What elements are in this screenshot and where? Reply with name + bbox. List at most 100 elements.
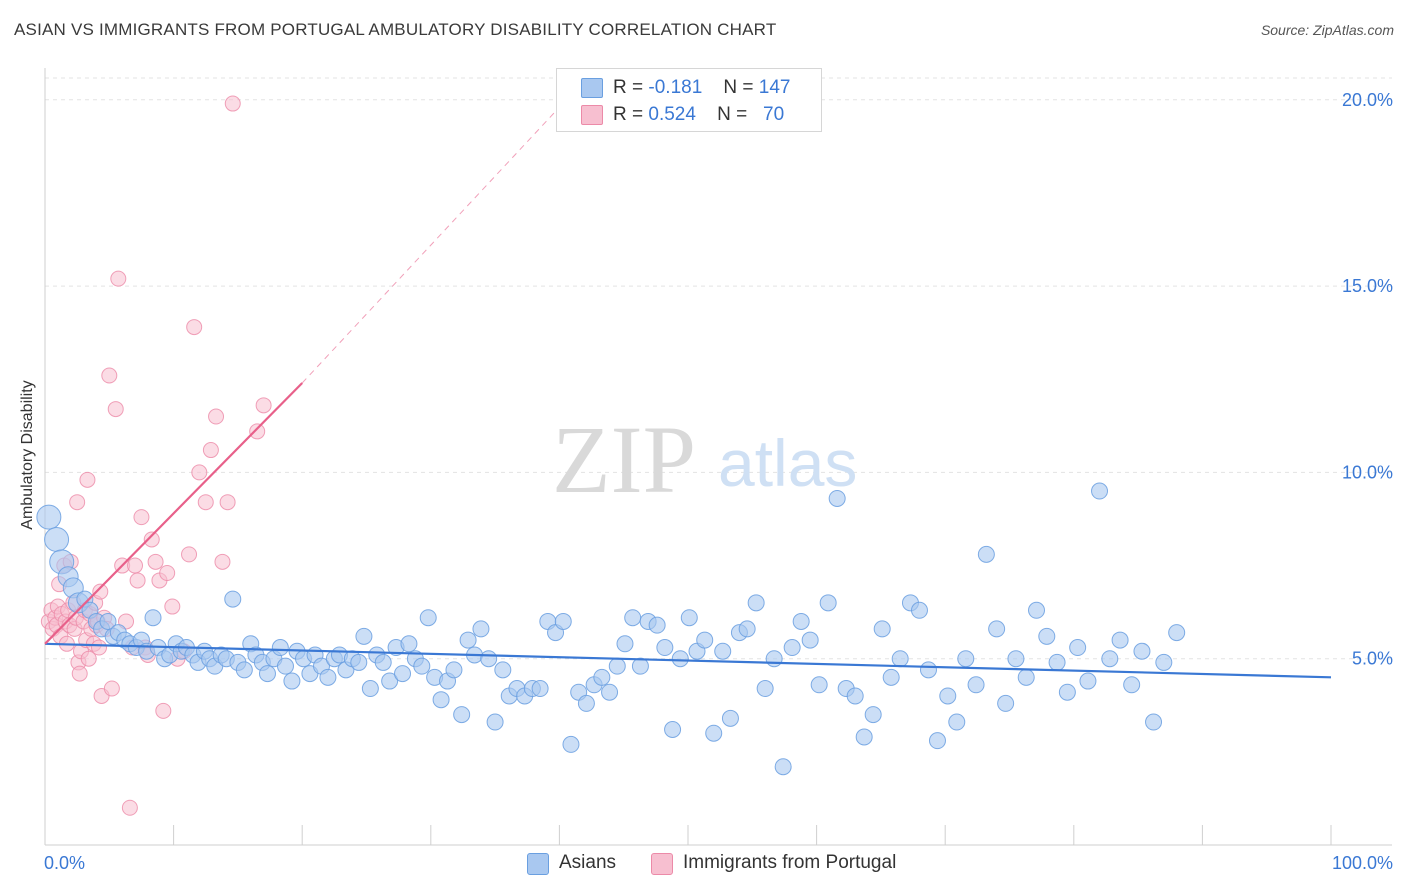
trend-lines bbox=[44, 106, 1332, 679]
portugal-point bbox=[197, 494, 214, 511]
asian-point bbox=[1058, 683, 1076, 701]
asian-point bbox=[801, 631, 819, 649]
portugal-point bbox=[164, 598, 181, 615]
asian-point bbox=[319, 668, 337, 686]
bottom-asian-label: Asians bbox=[559, 852, 617, 873]
portugal-trend-extension bbox=[301, 106, 560, 384]
portugal-point bbox=[159, 565, 176, 582]
asian-point bbox=[864, 706, 882, 724]
asian-point bbox=[919, 661, 937, 679]
asian-point bbox=[1145, 713, 1163, 731]
portugal-point bbox=[255, 397, 272, 414]
portugal-point bbox=[107, 401, 124, 418]
asian-point bbox=[1168, 624, 1186, 642]
legend-asian-n-label: N = bbox=[723, 77, 754, 98]
asian-point bbox=[445, 661, 463, 679]
bottom-asian-swatch bbox=[527, 853, 549, 875]
asian-point bbox=[873, 620, 891, 638]
asian-point bbox=[738, 620, 756, 638]
asian-point bbox=[774, 758, 792, 776]
asian-point bbox=[235, 661, 253, 679]
asian-point bbox=[1038, 627, 1056, 645]
portugal-point bbox=[249, 423, 266, 440]
y-tick-label: 15.0% bbox=[1342, 276, 1393, 296]
portugal-point bbox=[69, 494, 86, 511]
asian-trend-line bbox=[44, 642, 1332, 679]
asian-point bbox=[453, 706, 471, 724]
asian-point bbox=[664, 720, 682, 738]
portugal-point bbox=[92, 583, 109, 600]
portugal-point bbox=[71, 665, 88, 682]
asian-point bbox=[374, 653, 392, 671]
asian-point bbox=[494, 661, 512, 679]
asian-point bbox=[765, 650, 783, 668]
asian-point bbox=[562, 735, 580, 753]
portugal-point bbox=[129, 572, 146, 589]
asian-point bbox=[714, 642, 732, 660]
asian-points bbox=[36, 482, 1186, 776]
asian-point bbox=[355, 627, 373, 645]
asian-point bbox=[939, 687, 957, 705]
asian-point bbox=[1111, 631, 1129, 649]
portugal-point bbox=[191, 464, 208, 481]
portugal-swatch bbox=[581, 105, 603, 125]
y-tick-label: 10.0% bbox=[1342, 462, 1393, 482]
portugal-point bbox=[224, 95, 241, 112]
correlation-legend: R = -0.181 N = 147 R = 0.524 N = 70 bbox=[556, 68, 822, 132]
asian-point bbox=[36, 504, 62, 530]
portugal-trend-line bbox=[44, 382, 303, 645]
asian-point bbox=[792, 612, 810, 630]
portugal-point bbox=[133, 509, 150, 526]
asian-point bbox=[988, 620, 1006, 638]
y-tick-label: 20.0% bbox=[1342, 90, 1393, 110]
legend-portugal-n-label: N = bbox=[717, 104, 748, 125]
asian-point bbox=[480, 650, 498, 668]
watermark-atlas: atlas bbox=[718, 426, 857, 500]
asian-point bbox=[671, 650, 689, 668]
asian-point bbox=[882, 668, 900, 686]
asian-point bbox=[705, 724, 723, 742]
asian-point bbox=[271, 639, 289, 657]
legend-asian-r-label: R = bbox=[613, 77, 644, 98]
portugal-point bbox=[186, 319, 203, 336]
asian-point bbox=[846, 687, 864, 705]
asian-point bbox=[577, 694, 595, 712]
watermark: ZIP atlas bbox=[552, 406, 857, 513]
source-label: Source: ZipAtlas.com bbox=[1260, 22, 1394, 38]
asian-swatch bbox=[581, 78, 603, 98]
asian-point bbox=[224, 590, 242, 608]
asian-point bbox=[531, 680, 549, 698]
asian-point bbox=[413, 657, 431, 675]
asian-point bbox=[608, 657, 626, 675]
asian-point bbox=[283, 672, 301, 690]
asian-point bbox=[948, 713, 966, 731]
asian-point bbox=[381, 672, 399, 690]
bottom-portugal-swatch bbox=[651, 853, 673, 875]
asian-point bbox=[997, 694, 1015, 712]
asian-point bbox=[1028, 601, 1046, 619]
portugal-point bbox=[219, 494, 236, 511]
asian-point bbox=[44, 526, 70, 552]
asian-point bbox=[616, 635, 634, 653]
portugal-point bbox=[79, 471, 96, 488]
portugal-point bbox=[147, 553, 164, 570]
asian-point bbox=[855, 728, 873, 746]
asian-point bbox=[1123, 676, 1141, 694]
asian-point bbox=[472, 620, 490, 638]
asian-point bbox=[1091, 482, 1109, 500]
portugal-point bbox=[143, 531, 160, 548]
chart-title: ASIAN VS IMMIGRANTS FROM PORTUGAL AMBULA… bbox=[14, 20, 777, 39]
portugal-point bbox=[181, 546, 198, 563]
asian-point bbox=[810, 676, 828, 694]
axes bbox=[44, 68, 1392, 846]
asian-point bbox=[1069, 639, 1087, 657]
x-tick-label-min: 0.0% bbox=[44, 853, 85, 873]
asian-point bbox=[554, 612, 572, 630]
asian-point bbox=[648, 616, 666, 634]
portugal-points bbox=[40, 95, 272, 816]
portugal-point bbox=[127, 557, 144, 574]
asian-point bbox=[361, 680, 379, 698]
asian-point bbox=[747, 594, 765, 612]
portugal-point bbox=[101, 367, 118, 384]
